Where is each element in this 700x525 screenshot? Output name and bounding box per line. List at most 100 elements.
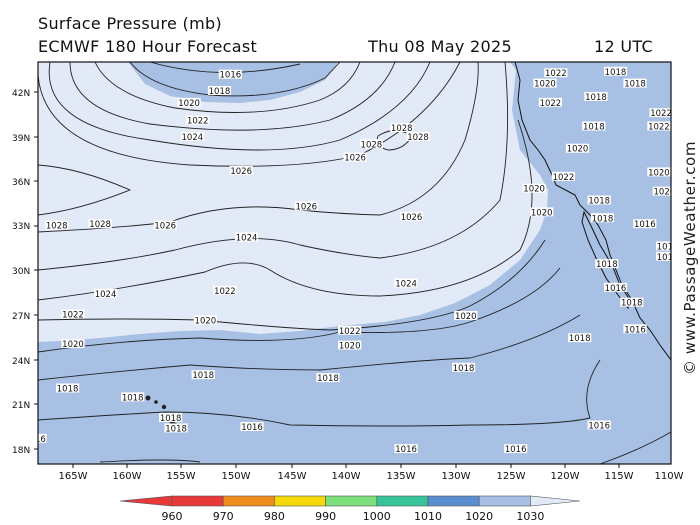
colorbar-label: 980 xyxy=(264,510,285,523)
isobar-label: 1018 xyxy=(592,214,614,224)
isobar-label: 1020 xyxy=(455,312,477,322)
lat-label-39n: 39N xyxy=(12,134,30,144)
lon-label-115w: 115W xyxy=(605,471,634,482)
isobar-label-bg xyxy=(582,474,605,483)
isobar-label: 1022 xyxy=(214,287,236,297)
isobar-label-bg xyxy=(584,91,608,101)
colorbar-label: 960 xyxy=(162,510,183,523)
isobar-label: 1022 xyxy=(545,69,567,79)
isobar-label: 1018 xyxy=(192,371,214,381)
isobar-label-bg xyxy=(633,219,657,229)
isobar-label-bg xyxy=(623,78,647,88)
isobar-label-bg xyxy=(61,339,85,349)
isobar-label-bg xyxy=(180,131,204,141)
lon-label-110w: 110W xyxy=(655,471,684,482)
isobar-label-bg xyxy=(620,297,644,307)
colorbar-label: 990 xyxy=(315,510,336,523)
lat-label-18n: 18N xyxy=(12,446,30,456)
pressure-band-low-north xyxy=(128,62,338,103)
isobar-label-bg xyxy=(533,78,557,88)
isobar-label: 1018 xyxy=(596,260,618,270)
isobar-label: 1020 xyxy=(339,342,361,352)
isobar-label-bg xyxy=(647,167,671,177)
isobar-label: 1028 xyxy=(407,133,429,143)
isobar-label-bg xyxy=(590,213,615,223)
isobar-label: 1020 xyxy=(178,99,200,109)
isobar-label: 1026 xyxy=(344,154,366,164)
isobar-label-bg xyxy=(587,195,611,205)
isobar-label-bg xyxy=(229,165,253,175)
isobar-label-bg xyxy=(207,86,232,95)
isobar-label: 1016 xyxy=(588,421,610,431)
isobar-label: 1012 xyxy=(657,253,679,263)
isobar-label-bg xyxy=(316,373,340,383)
isobar-label-bg xyxy=(530,207,554,217)
isobar-label: 1016 xyxy=(220,71,242,81)
isobar-label: 1026 xyxy=(230,167,252,177)
isobar-label: 1024 xyxy=(395,279,417,289)
lon-label-140w: 140W xyxy=(332,471,361,482)
isobar-label-bg xyxy=(394,444,418,454)
isobar-label-bg xyxy=(623,324,647,334)
isobar-label: 1024 xyxy=(236,234,258,244)
isobar-label: 1016 xyxy=(241,423,263,433)
colorbar-segment xyxy=(222,495,275,507)
isobar-label: 1018 xyxy=(57,384,79,394)
isobar-label-bg xyxy=(544,68,568,78)
isobar-label-bg xyxy=(38,433,47,443)
isobar-label: 1018 xyxy=(209,87,231,97)
isobar-label-bg xyxy=(649,108,671,118)
isobar-label: 1016 xyxy=(624,325,646,335)
isobar-label-bg xyxy=(88,219,112,229)
isobar-label-bg xyxy=(55,383,80,393)
isobar-label: 1022 xyxy=(648,123,670,133)
isobar-label: 1016 xyxy=(605,284,627,294)
isobar-label-bg xyxy=(359,139,383,149)
isobar-label-bg xyxy=(595,259,619,269)
colorbar-label: 1010 xyxy=(414,510,442,523)
isobar-label: 1010 xyxy=(657,242,679,252)
longitude-ticks xyxy=(72,464,620,468)
isobar-label: 1018 xyxy=(624,80,646,90)
isobar-label: 1020 xyxy=(567,145,589,155)
isobar-label: 1018 xyxy=(122,393,144,403)
lat-label-27n: 27N xyxy=(12,312,30,322)
isobar-label-bg xyxy=(551,171,576,181)
isobar-label: 1022 xyxy=(339,327,361,337)
isobar-label-bg xyxy=(343,152,367,162)
colorbar-segment xyxy=(478,495,531,507)
isobar-label: 1020 xyxy=(648,168,670,178)
lat-label-21n: 21N xyxy=(12,401,30,411)
isobar-label-bg xyxy=(218,69,242,79)
isobar-label: 1020 xyxy=(195,316,217,326)
isobar-label-bg xyxy=(177,97,201,107)
isobar-label: 1022 xyxy=(187,117,209,127)
isobar-label-bg xyxy=(406,131,430,141)
watermark: © www.PassageWeather.com xyxy=(681,140,699,376)
isobar-label-bg xyxy=(235,232,259,242)
isobar-label: 1022 xyxy=(650,109,672,119)
longitude-axis: 165W 160W 155W 150W 145W 140W 135W 130W … xyxy=(59,471,684,482)
isobar-label-bg xyxy=(164,423,188,433)
isobar-label: 1016 xyxy=(395,445,417,455)
isobar-label-bg xyxy=(394,278,418,288)
isobar-label-bg xyxy=(390,123,414,132)
isobar-label-bg xyxy=(121,392,145,402)
latitude-ticks xyxy=(34,91,38,450)
isobar-label: 1020 xyxy=(62,340,84,350)
colorbar-label: 1020 xyxy=(465,510,493,523)
colorbar-segment xyxy=(171,495,224,507)
lat-label-33n: 33N xyxy=(12,222,30,232)
isobar-label-bg xyxy=(159,413,183,423)
isobar-label-bg xyxy=(452,362,476,372)
isobar-label: 1018 xyxy=(160,414,182,424)
latitude-axis: 42N 39N 36N 33N 30N 27N 24N 21N 18N xyxy=(12,89,30,456)
isobar-label-bg xyxy=(338,325,362,335)
isobar-label: 1016 xyxy=(634,220,656,230)
isobar-label-bg xyxy=(93,288,118,298)
map-body: 1016101810201022102410261028102810281026… xyxy=(38,62,679,483)
colorbar-label: 1030 xyxy=(516,510,544,523)
isobar-label: 1018 xyxy=(621,299,643,309)
lat-label-30n: 30N xyxy=(12,267,30,277)
colorbar-segment xyxy=(376,495,429,507)
